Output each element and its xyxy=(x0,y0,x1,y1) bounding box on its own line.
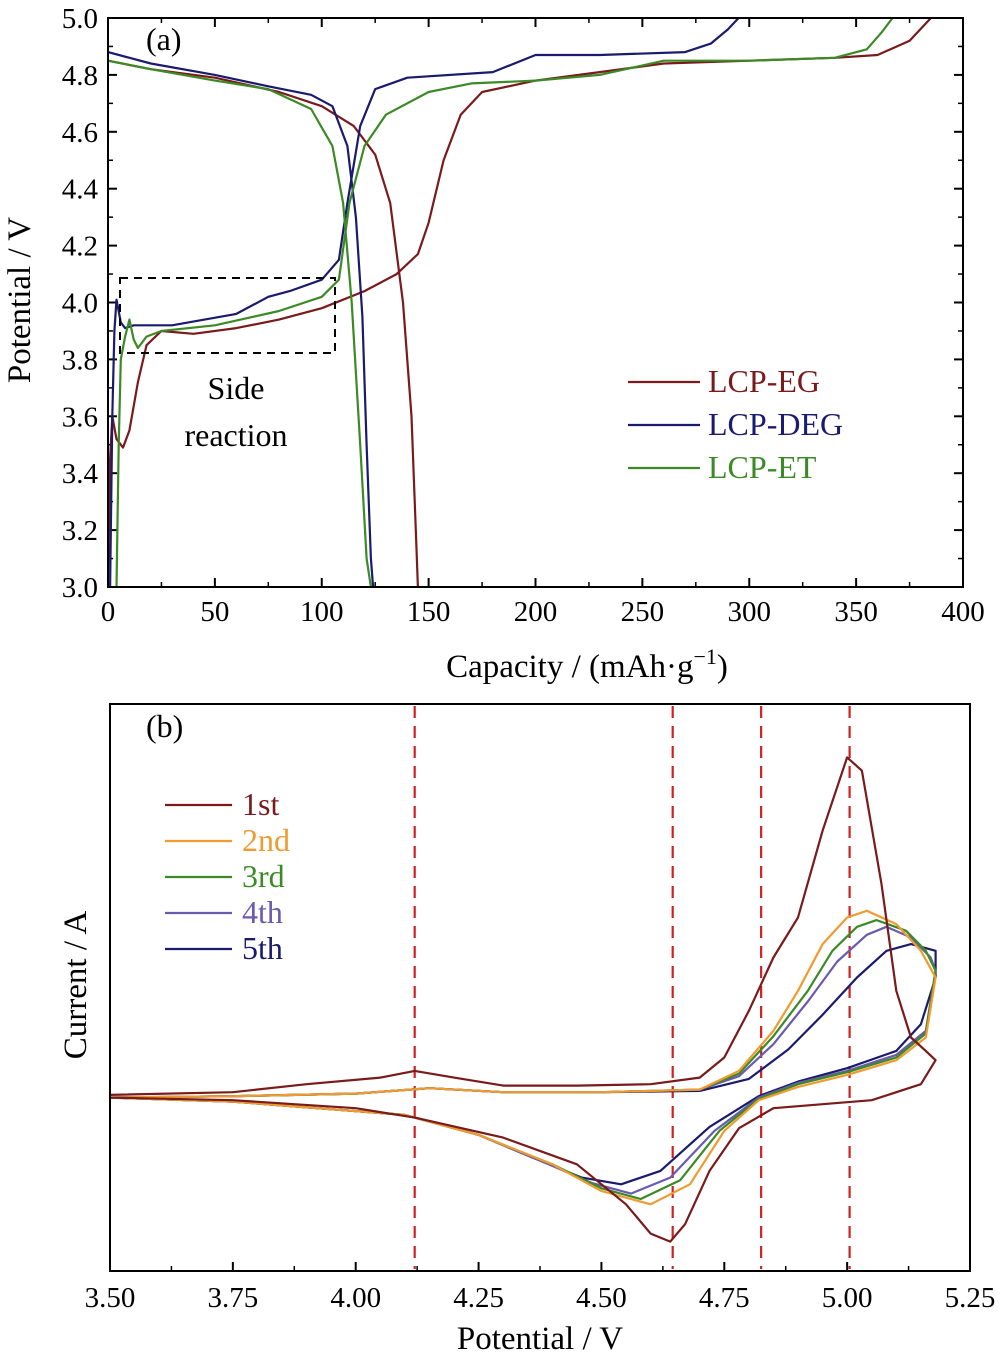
series-line-lcp-deg xyxy=(109,17,740,588)
panel-a-annotation-box xyxy=(119,277,336,354)
annotation-line-2: reaction xyxy=(184,417,287,453)
y-tick-label: 4.0 xyxy=(62,288,98,320)
y-tick-label: 3.4 xyxy=(62,458,99,490)
panel-b-frame xyxy=(109,703,971,1272)
series-line-lcp-deg xyxy=(107,51,375,588)
series-line-lcp-et xyxy=(107,59,372,588)
legend-label-1st: 1st xyxy=(242,786,279,822)
y-tick-label: 4.6 xyxy=(62,117,98,149)
series-line-lcp-eg xyxy=(106,17,932,582)
x-tick-label: 5.00 xyxy=(822,1282,873,1314)
x-tick-label: 250 xyxy=(621,596,665,628)
panel-b-y-axis-label: Current / A xyxy=(58,911,94,1060)
series-line-3rd xyxy=(109,919,937,1201)
panel-a-x-axis-label: Capacity / (mAh·g−1) xyxy=(446,644,728,685)
x-tick-label: 50 xyxy=(200,596,229,628)
y-tick-label: 5.0 xyxy=(62,3,98,35)
panel-a-frame xyxy=(107,17,964,588)
panel-b-series xyxy=(109,756,937,1243)
legend-label-lcp-eg: LCP-EG xyxy=(708,363,820,399)
legend-label-3rd: 3rd xyxy=(242,858,285,894)
x-tick-label: 100 xyxy=(300,596,344,628)
legend-label-lcp-deg: LCP-DEG xyxy=(708,406,843,442)
x-tick-label: 4.75 xyxy=(699,1282,750,1314)
series-line-1st xyxy=(109,756,937,1243)
panel-a-legend: LCP-EG LCP-DEG LCP-ET xyxy=(628,363,843,485)
x-tick-label: 300 xyxy=(728,596,772,628)
panel-b-reference-lines xyxy=(413,706,851,1269)
x-tick-label: 0 xyxy=(101,596,116,628)
x-tick-label: 150 xyxy=(407,596,451,628)
series-line-lcp-et xyxy=(115,17,894,588)
x-tick-label: 3.75 xyxy=(207,1282,258,1314)
panel-a-series xyxy=(106,17,932,588)
panel-b: 3.50 3.75 4.00 4.25 4.50 4.75 5.00 5.25 (b) 1st… xyxy=(58,703,996,1357)
panel-b-ticks: 3.50 3.75 4.00 4.25 4.50 4.75 5.00 5.25 xyxy=(85,1262,996,1314)
x-tick-label: 4.50 xyxy=(576,1282,627,1314)
y-tick-label: 3.0 xyxy=(62,572,98,604)
series-line-2nd xyxy=(109,909,937,1206)
y-tick-label: 3.2 xyxy=(62,515,98,547)
x-tick-label: 200 xyxy=(514,596,558,628)
annotation-line-1: Side xyxy=(208,370,265,406)
panel-b-x-axis-label: Potential / V xyxy=(457,1321,623,1357)
y-tick-label: 3.8 xyxy=(62,344,98,376)
y-tick-label: 4.8 xyxy=(62,60,98,92)
x-tick-label: 400 xyxy=(941,596,985,628)
y-tick-label: 3.6 xyxy=(62,401,98,433)
panel-b-label: (b) xyxy=(146,708,183,744)
panel-a-y-axis-label: Potential / V xyxy=(2,217,38,383)
panel-a: 0 50 100 150 200 250 300 350 400 3.0 3.2 3.4 3.6 3.8 4… xyxy=(2,3,985,685)
panel-a-label: (a) xyxy=(146,21,182,57)
legend-label-lcp-et: LCP-ET xyxy=(708,449,817,485)
y-tick-label: 4.4 xyxy=(62,174,99,206)
x-tick-label: 5.25 xyxy=(945,1282,996,1314)
panel-a-ticks: 0 50 100 150 200 250 300 350 400 3.0 3.2 3.4 3.6 3.8 4… xyxy=(62,3,985,628)
legend-label-2nd: 2nd xyxy=(242,822,290,858)
series-line-5th xyxy=(109,943,937,1186)
x-tick-label: 3.50 xyxy=(85,1282,136,1314)
x-tick-label: 350 xyxy=(834,596,878,628)
x-tick-label: 4.00 xyxy=(330,1282,381,1314)
legend-label-4th: 4th xyxy=(242,894,283,930)
series-line-lcp-eg xyxy=(107,59,419,588)
y-tick-label: 4.2 xyxy=(62,231,98,263)
x-tick-label: 4.25 xyxy=(453,1282,504,1314)
legend-label-5th: 5th xyxy=(242,930,283,966)
